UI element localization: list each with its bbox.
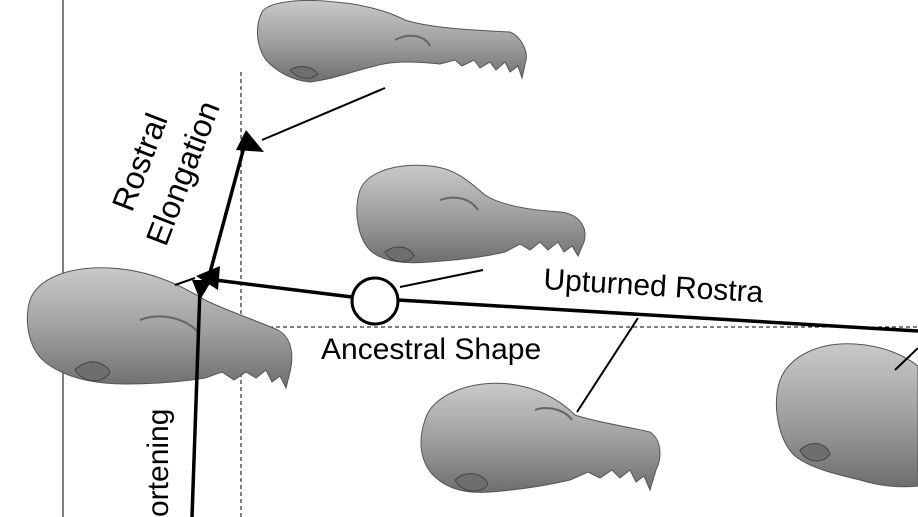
- ancestral-to-left-trajectory: [214, 278, 353, 299]
- ancestral-node-icon: [350, 276, 400, 326]
- skull-upturned-extreme-icon: [775, 343, 918, 488]
- leader-line-intermediate: [399, 269, 484, 288]
- label-ancestral-shape: Ancestral Shape: [321, 333, 541, 366]
- skull-upturned-icon: [420, 382, 661, 493]
- label-shortening: ortening: [142, 409, 175, 517]
- shortening-trajectory: [190, 287, 202, 517]
- skull-elongated-icon: [257, 0, 527, 83]
- skull-intermediate-icon: [356, 164, 586, 264]
- leader-line-shortened: [174, 277, 196, 286]
- rostral-elongation-trajectory: [206, 146, 246, 281]
- arrowhead-left-icon: [196, 266, 220, 290]
- leader-line-upturned: [576, 317, 639, 413]
- leader-line-elongated: [261, 87, 386, 141]
- arrowhead-elongation-icon: [236, 130, 264, 152]
- leader-line-upturned-extreme: [894, 347, 918, 371]
- skull-shortened-icon: [26, 267, 293, 390]
- label-upturned-rostra: Upturned Rostra: [543, 263, 765, 309]
- arrowhead-shortening-icon: [192, 280, 212, 300]
- upturned-rostra-trajectory: [397, 298, 918, 333]
